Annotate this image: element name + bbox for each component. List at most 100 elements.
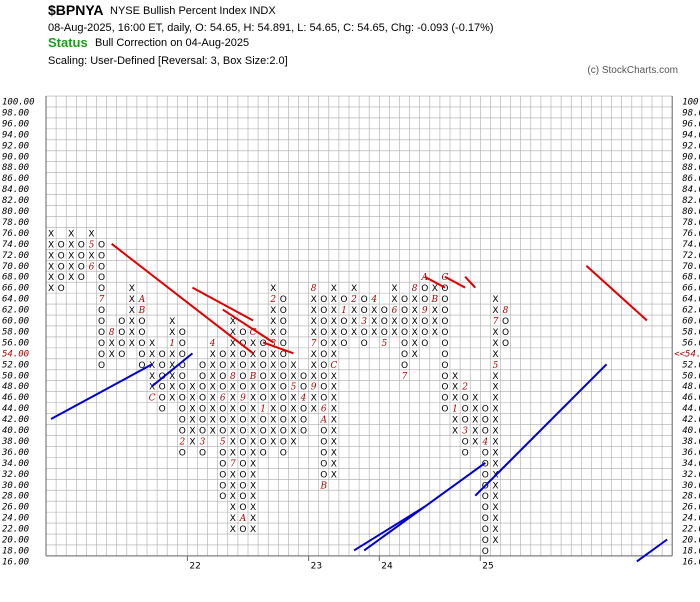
o-mark: O — [260, 350, 267, 360]
x-mark: X — [129, 306, 135, 316]
o-mark: O — [482, 525, 489, 535]
x-mark: X — [189, 405, 195, 415]
y-tick-label-left: 42.00 — [2, 415, 29, 425]
x-mark: X — [311, 295, 317, 305]
x-mark: X — [331, 405, 337, 415]
o-mark: O — [78, 273, 85, 283]
resistance-line — [464, 276, 476, 289]
o-mark: O — [280, 394, 287, 404]
month-marker: 2 — [178, 437, 185, 447]
x-mark: X — [492, 437, 498, 447]
o-mark: O — [320, 427, 327, 437]
x-mark: X — [88, 229, 94, 239]
o-mark: O — [239, 328, 246, 338]
x-mark: X — [492, 427, 498, 437]
o-mark: O — [219, 492, 226, 502]
o-mark: O — [381, 328, 388, 338]
y-tick-label-left: 100.00 — [2, 98, 35, 108]
y-tick-label-left: 88.00 — [2, 163, 29, 173]
month-marker: 7 — [99, 295, 105, 305]
x-mark: X — [371, 317, 377, 327]
month-marker: 1 — [452, 405, 458, 415]
x-mark: X — [48, 240, 54, 250]
x-mark: X — [250, 361, 256, 371]
x-mark: X — [210, 361, 216, 371]
x-mark: X — [472, 416, 478, 426]
x-mark: X — [250, 394, 256, 404]
x-mark: X — [129, 295, 135, 305]
y-tick-label-left: 62.00 — [2, 306, 29, 316]
o-mark: O — [280, 427, 287, 437]
x-mark: X — [290, 405, 296, 415]
x-mark: X — [270, 328, 276, 338]
x-mark: X — [129, 339, 135, 349]
y-tick-label-right: 44.00 — [682, 404, 700, 414]
o-mark: O — [361, 295, 368, 305]
x-mark: X — [331, 328, 337, 338]
x-mark: X — [230, 328, 236, 338]
y-tick-label-left: 94.00 — [2, 130, 29, 140]
y-tick-label-right: 46.00 — [682, 393, 700, 403]
x-mark: X — [331, 437, 337, 447]
o-mark: O — [280, 295, 287, 305]
o-mark: O — [482, 536, 489, 546]
resistance-line — [262, 341, 294, 355]
o-mark: O — [320, 394, 327, 404]
o-mark: O — [199, 383, 206, 393]
x-mark: X — [472, 437, 478, 447]
o-mark: O — [159, 350, 166, 360]
o-mark: O — [138, 317, 145, 327]
x-mark: X — [109, 350, 115, 360]
x-mark: X — [492, 350, 498, 360]
x-mark: X — [129, 328, 135, 338]
y-tick-label-right: 68.00 — [682, 273, 700, 283]
month-marker: 5 — [381, 339, 387, 349]
o-mark: O — [482, 427, 489, 437]
x-mark: X — [48, 273, 54, 283]
month-marker: A — [138, 295, 146, 305]
x-mark: X — [492, 416, 498, 426]
o-mark: O — [179, 405, 186, 415]
o-mark: O — [260, 427, 267, 437]
month-marker: 4 — [370, 295, 377, 305]
y-tick-label-right: 26.00 — [682, 503, 700, 513]
o-mark: O — [239, 405, 246, 415]
o-mark: O — [280, 372, 287, 382]
x-mark: X — [492, 372, 498, 382]
x-mark: X — [250, 427, 256, 437]
o-mark: O — [239, 525, 246, 535]
o-mark: O — [280, 328, 287, 338]
o-mark: O — [421, 339, 428, 349]
x-mark: X — [492, 448, 498, 458]
o-mark: O — [179, 361, 186, 371]
o-mark: O — [239, 448, 246, 458]
x-mark: X — [412, 295, 418, 305]
x-mark: X — [492, 514, 498, 524]
month-marker: 5 — [89, 240, 95, 250]
o-mark: O — [58, 273, 65, 283]
x-mark: X — [210, 394, 216, 404]
o-mark: O — [239, 416, 246, 426]
month-marker: 8 — [412, 284, 418, 294]
y-tick-label-right: 42.00 — [682, 415, 700, 425]
o-mark: O — [320, 383, 327, 393]
x-mark: X — [432, 306, 438, 316]
o-mark: O — [280, 361, 287, 371]
o-mark: O — [58, 240, 65, 250]
o-mark: O — [421, 284, 428, 294]
y-tick-label-right: 66.00 — [682, 284, 700, 294]
x-mark: X — [270, 317, 276, 327]
x-mark: X — [432, 317, 438, 327]
y-tick-label-left: 72.00 — [2, 251, 29, 261]
o-mark: O — [320, 470, 327, 480]
o-mark: O — [361, 339, 368, 349]
o-mark: O — [441, 372, 448, 382]
y-tick-label-right: 22.00 — [682, 525, 700, 535]
o-mark: O — [320, 459, 327, 469]
month-marker: B — [319, 481, 327, 491]
y-tick-label-right: 82.00 — [682, 196, 700, 206]
y-tick-label-right: 70.00 — [682, 262, 700, 272]
resistance-line — [222, 308, 274, 344]
y-tick-label-left: 46.00 — [2, 393, 29, 403]
x-mark: X — [250, 405, 256, 415]
